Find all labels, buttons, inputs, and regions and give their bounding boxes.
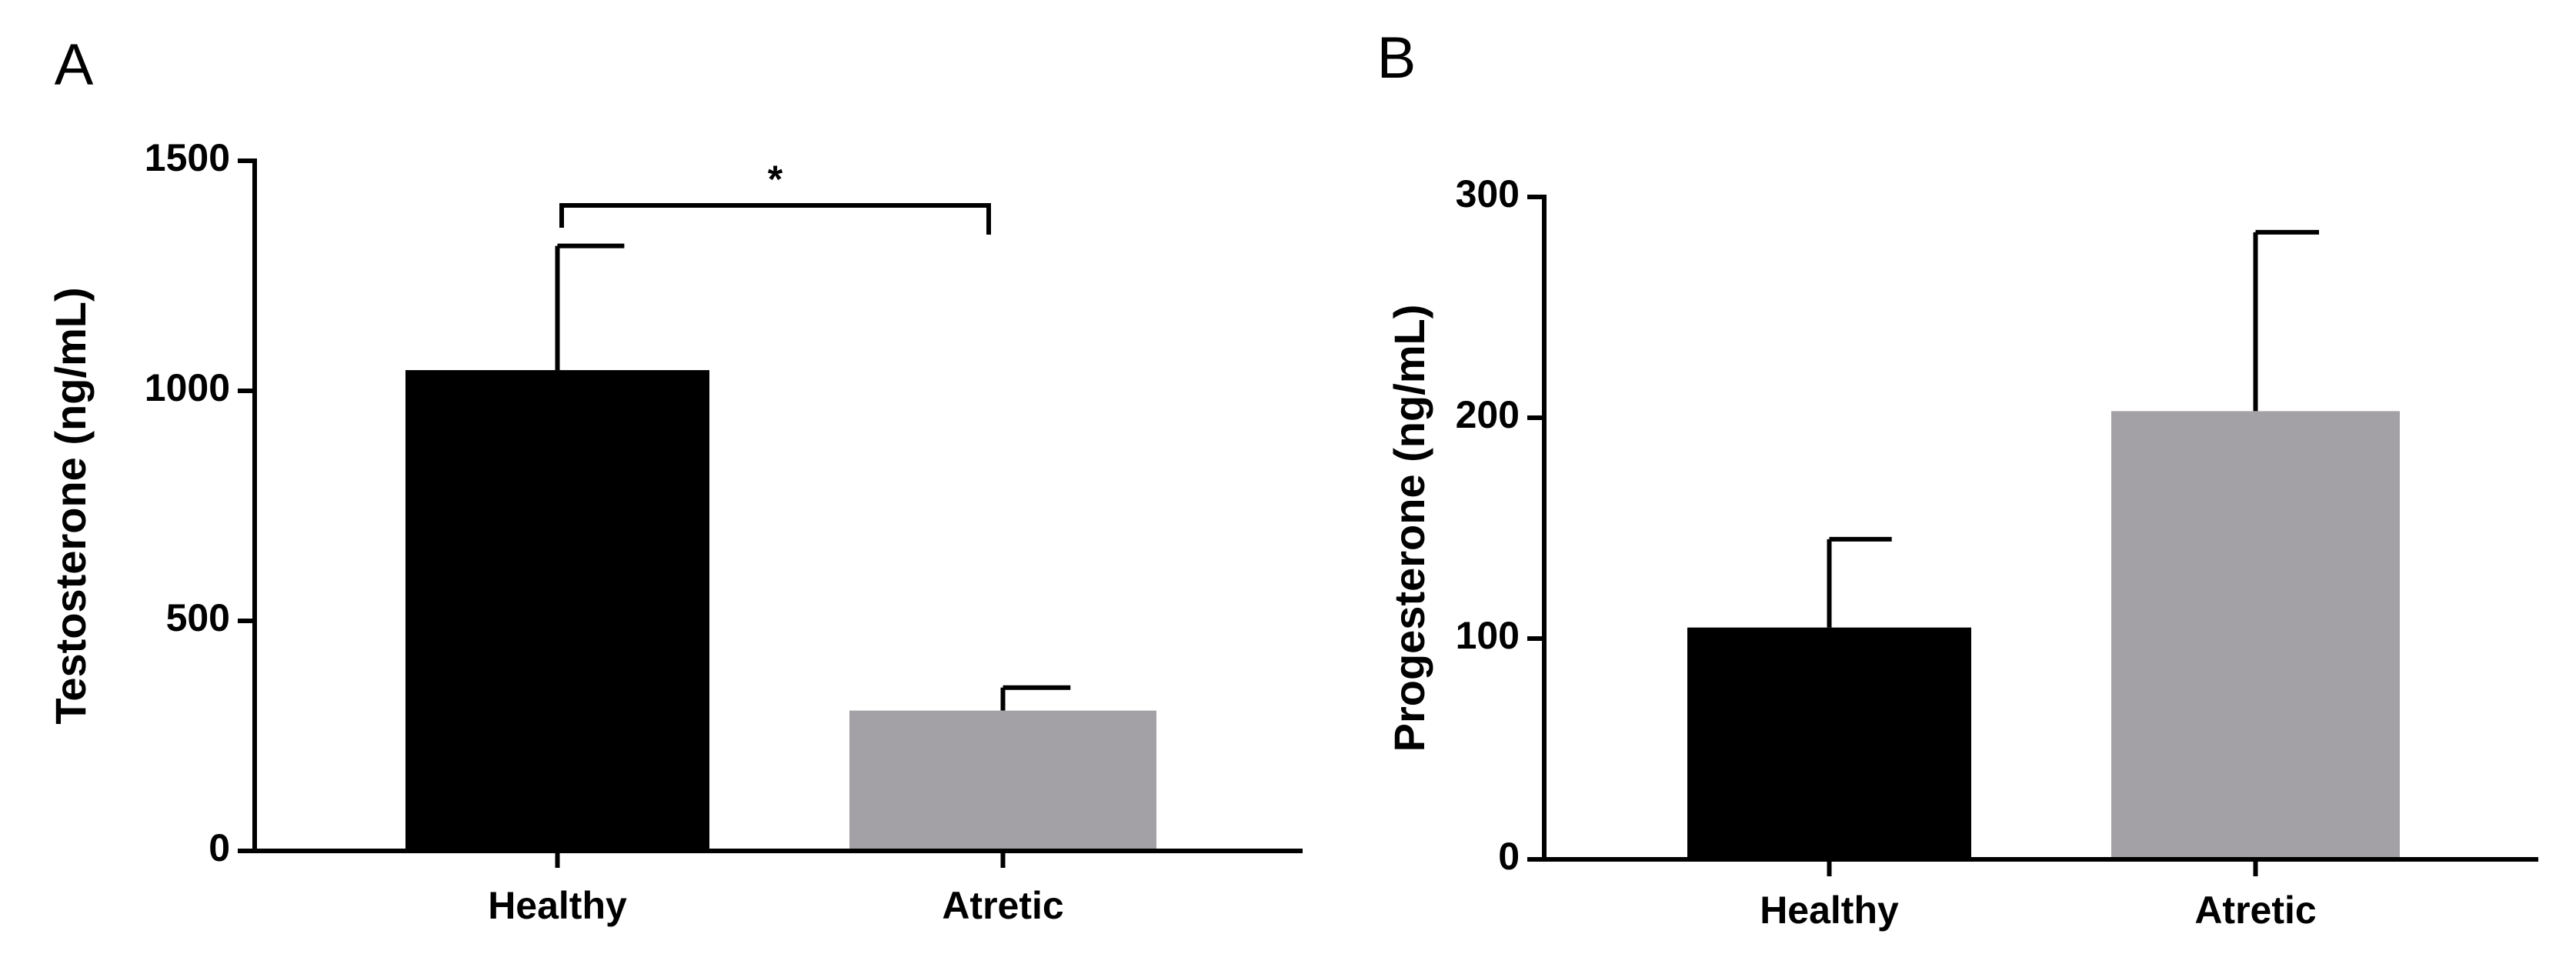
y-tick-label: 0 <box>209 826 230 869</box>
y-tick-label: 1500 <box>145 136 230 179</box>
significance-bracket <box>559 203 991 235</box>
y-axis-title: Progesterone (ng/mL) <box>1385 305 1433 752</box>
x-tick-label: Atretic <box>2194 889 2316 932</box>
y-tick-label: 200 <box>1456 393 1520 436</box>
bar <box>849 710 1156 851</box>
y-tick-label: 100 <box>1456 614 1520 657</box>
x-tick-label: Healthy <box>1760 889 1899 932</box>
panel-label: A <box>55 32 94 98</box>
y-tick-label: 1000 <box>145 366 230 409</box>
y-tick-label: 500 <box>166 596 230 639</box>
y-tick-label: 300 <box>1456 172 1520 215</box>
panel-label: B <box>1377 25 1416 91</box>
x-tick-label: Atretic <box>942 884 1063 927</box>
y-axis-title: Testosterone (ng/mL) <box>46 287 95 724</box>
y-tick-label: 0 <box>1498 835 1520 878</box>
bar <box>405 370 709 852</box>
bar <box>1687 627 1971 859</box>
bar <box>2111 411 2400 859</box>
x-tick-label: Healthy <box>488 884 627 927</box>
significance-label: * <box>768 158 783 201</box>
